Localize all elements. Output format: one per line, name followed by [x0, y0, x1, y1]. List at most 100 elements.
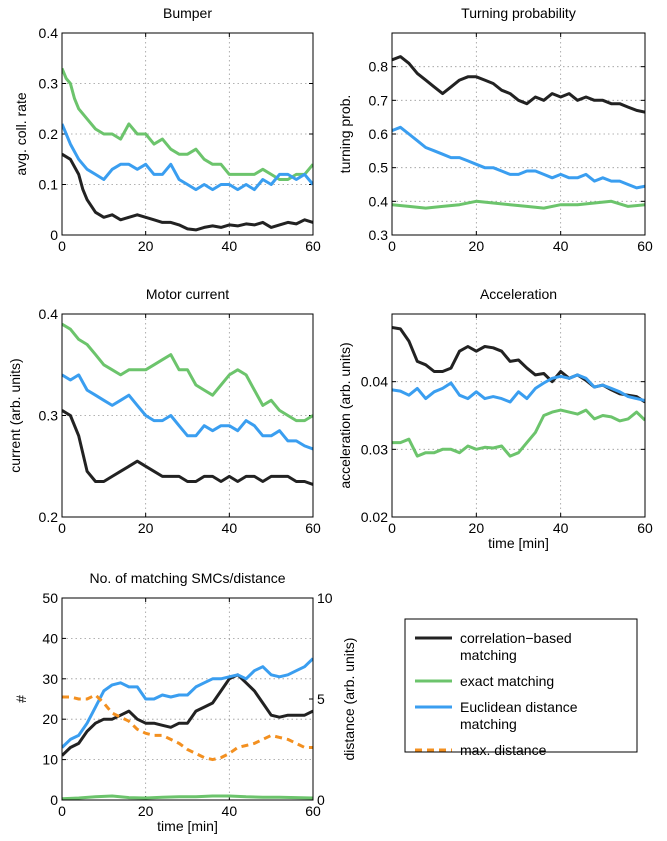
y-tick-label: 30 — [42, 671, 58, 687]
x-tick-label: 60 — [305, 520, 321, 536]
y-axis-label: avg. coll. rate — [13, 92, 29, 175]
y-tick-label: 50 — [42, 590, 58, 606]
legend-label: correlation−based — [460, 630, 572, 646]
x-tick-label: 20 — [469, 520, 485, 536]
x-tick-label: 20 — [138, 520, 154, 536]
series-line-maxdist — [62, 693, 313, 762]
x-tick-label: 0 — [388, 520, 396, 536]
chart-title: Turning probability — [461, 5, 576, 21]
y-tick-label: 0.04 — [361, 374, 388, 390]
x-tick-label: 40 — [222, 803, 238, 819]
y-right-tick-label: 0 — [317, 792, 325, 808]
y-tick-label: 40 — [42, 630, 58, 646]
y-tick-label: 0.03 — [361, 441, 388, 457]
series-line-exact — [62, 67, 313, 181]
chart-title: Acceleration — [480, 286, 557, 302]
x-tick-label: 20 — [138, 803, 154, 819]
y-tick-label: 0.4 — [369, 193, 389, 209]
series-line-euclid — [392, 373, 645, 404]
x-tick-label: 20 — [469, 238, 485, 254]
y-tick-label: 0.3 — [39, 76, 59, 92]
y-tick-label: 20 — [42, 711, 58, 727]
x-tick-label: 40 — [222, 520, 238, 536]
y-right-tick-label: 5 — [317, 691, 325, 707]
series-line-euclid — [62, 657, 313, 749]
legend-label: matching — [460, 647, 517, 663]
legend-label: matching — [460, 716, 517, 732]
series-line-euclid — [62, 123, 313, 192]
y-tick-label: 0.3 — [39, 408, 59, 424]
x-axis-label: time [min] — [488, 535, 549, 551]
y-tick-label: 0.7 — [369, 92, 389, 108]
series-line-exact — [392, 408, 645, 458]
y-right-tick-label: 10 — [317, 590, 333, 606]
y-tick-label: 0.02 — [361, 509, 388, 525]
plot-frame — [61, 597, 314, 801]
x-tick-label: 40 — [553, 238, 569, 254]
x-tick-label: 60 — [637, 238, 653, 254]
series-line-correlation — [62, 409, 313, 486]
chart-1: 0 20 40 60 0.3 0.4 0.5 0.6 0.7 0.8 Turning probabi… — [337, 5, 653, 254]
y-tick-label: 0.6 — [369, 126, 389, 142]
chart-title: No. of matching SMCs/distance — [89, 570, 285, 586]
y-tick-label: 10 — [42, 752, 58, 768]
series-line-euclid — [62, 373, 313, 451]
chart-2: 0 20 40 60 0.2 0.3 0.4 Motor current current (ar… — [7, 286, 321, 536]
chart-3: 0 20 40 60 0.02 0.03 0.04 Acceleration time [min… — [337, 286, 653, 551]
plot-area — [62, 33, 313, 235]
plot-frame — [61, 32, 314, 236]
series-line-correlation — [62, 673, 313, 757]
series-line-exact — [62, 322, 313, 423]
plot-area — [62, 598, 313, 800]
plot-frame — [391, 32, 646, 236]
y-tick-label: 0 — [50, 227, 58, 243]
y-axis-label: current (arb. units) — [7, 358, 23, 472]
series-line-correlation — [62, 152, 313, 232]
y-axis-label: # — [13, 695, 29, 703]
x-tick-label: 40 — [553, 520, 569, 536]
plot-frame — [61, 313, 314, 518]
x-tick-label: 60 — [305, 803, 321, 819]
x-tick-label: 20 — [138, 238, 154, 254]
x-tick-label: 0 — [388, 238, 396, 254]
x-tick-label: 0 — [58, 803, 66, 819]
plot-area — [62, 314, 313, 517]
series-line-euclid — [392, 125, 645, 190]
x-axis-label: time [min] — [157, 818, 218, 834]
y-tick-label: 0.5 — [369, 160, 389, 176]
legend-label: exact matching — [460, 673, 554, 689]
x-tick-label: 40 — [222, 238, 238, 254]
chart-title: Motor current — [146, 286, 229, 302]
y-tick-label: 0.4 — [39, 306, 59, 322]
y-tick-label: 0 — [50, 792, 58, 808]
legend-box — [404, 618, 638, 753]
series-line-correlation — [392, 55, 645, 114]
y-axis-label-right: distance (arb. units) — [341, 638, 357, 761]
x-tick-label: 0 — [58, 520, 66, 536]
y-tick-label: 0.8 — [369, 59, 389, 75]
series-line-exact — [392, 199, 645, 210]
x-tick-label: 0 — [58, 238, 66, 254]
chart-0: 0 20 40 60 0 0.1 0.2 0.3 0.4 Bumper avg. coll. rat… — [13, 5, 321, 254]
y-axis-label: turning prob. — [337, 95, 353, 174]
y-tick-label: 0.2 — [39, 509, 59, 525]
y-tick-label: 0.2 — [39, 126, 59, 142]
plot-frame — [391, 313, 646, 518]
y-axis-label: acceleration (arb. units) — [337, 342, 353, 488]
x-tick-label: 60 — [305, 238, 321, 254]
legend-label: Euclidean distance — [460, 699, 578, 715]
x-tick-label: 60 — [637, 520, 653, 536]
legend-label: max. distance — [460, 742, 547, 758]
series-line-exact — [62, 794, 313, 800]
legend-entry-exact: exact matching — [415, 673, 554, 689]
y-tick-label: 0.4 — [39, 25, 59, 41]
y-tick-label: 0.1 — [39, 177, 59, 193]
legend-entry-maxdist: max. distance — [415, 742, 547, 758]
y-tick-label: 0.3 — [369, 227, 389, 243]
chart-title: Bumper — [163, 5, 212, 21]
